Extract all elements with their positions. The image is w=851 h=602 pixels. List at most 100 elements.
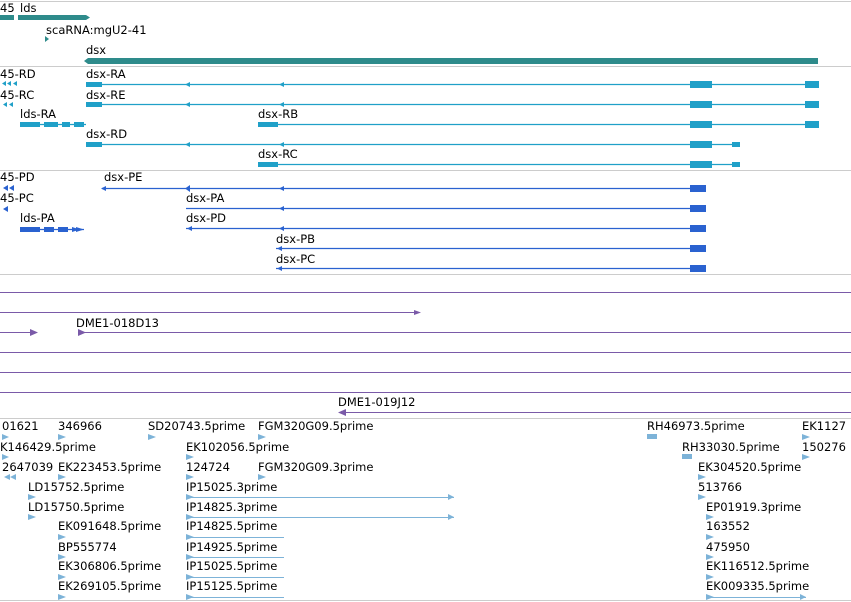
protein-exon[interactable] [690,265,706,272]
exon[interactable] [20,122,40,127]
protein-exon[interactable] [690,205,706,212]
est-label[interactable]: LD15752.5prime [28,480,124,494]
transcript-label[interactable]: 45-RD [0,67,36,81]
transcript-feature[interactable] [3,102,13,107]
exon[interactable] [74,122,84,127]
est-feature[interactable] [28,514,36,520]
est-feature[interactable] [148,434,156,440]
exon[interactable] [62,122,70,127]
gene-feature[interactable] [0,15,14,20]
est-label[interactable]: EK116512.5prime [706,559,809,573]
exon[interactable] [690,161,712,168]
gene-label[interactable]: dsx [86,43,106,57]
gene-feature[interactable] [88,58,818,64]
protein-feature[interactable] [3,185,14,191]
est-label[interactable]: IP15125.5prime [186,579,277,593]
protein-label[interactable]: dsx-PE [104,170,142,184]
est-feature[interactable] [706,534,714,540]
protein-label[interactable]: 45-PC [0,191,34,205]
est-label[interactable]: LD15750.5prime [28,500,124,514]
protein-label[interactable]: dsx-PC [276,252,315,266]
est-feature[interactable] [706,554,714,560]
est-label[interactable]: EK223453.5prime [58,460,161,474]
protein-exon[interactable] [690,225,706,232]
est-feature[interactable] [802,434,810,440]
est-label[interactable]: EK269105.5prime [58,579,161,593]
protein-label[interactable]: lds-PA [20,211,55,225]
gene-label[interactable]: lds [20,1,37,15]
protein-exon[interactable] [44,227,54,232]
exon[interactable] [258,122,278,127]
exon[interactable] [690,101,712,108]
transcript-label[interactable]: dsx-RB [258,107,298,121]
exon[interactable] [805,81,819,88]
exon[interactable] [86,142,102,147]
exon[interactable] [732,162,740,167]
est-feature[interactable] [2,434,9,440]
gene-feature[interactable] [45,36,49,42]
est-feature[interactable] [706,514,714,520]
exon[interactable] [44,122,58,127]
est-feature[interactable] [28,494,36,500]
est-feature[interactable] [682,454,692,459]
est-feature[interactable] [58,434,66,440]
est-feature[interactable] [58,474,66,480]
protein-label[interactable]: dsx-PD [186,211,226,225]
exon[interactable] [690,81,712,88]
est-label[interactable]: FGM320G09.3prime [258,460,373,474]
est-feature[interactable] [186,474,194,480]
exon[interactable] [86,102,102,107]
est-feature[interactable] [186,554,194,560]
protein-exon[interactable] [58,227,68,232]
est-label[interactable]: EK091648.5prime [58,519,161,533]
est-feature[interactable] [186,534,194,540]
est-label[interactable]: 346966 [58,419,102,433]
transcript-label[interactable]: dsx-RC [258,147,298,161]
protein-label[interactable]: 45-PD [0,170,35,184]
protein-label[interactable]: dsx-PB [276,232,315,246]
exon[interactable] [805,121,819,128]
est-label[interactable]: BP555774 [58,540,117,554]
est-feature[interactable] [706,574,714,580]
est-label[interactable]: IP15025.3prime [186,480,277,494]
est-feature[interactable] [58,554,66,560]
exon[interactable] [690,141,712,148]
est-label[interactable]: EK304520.5prime [698,460,801,474]
est-label[interactable]: 163552 [706,519,750,533]
clone-label[interactable]: DME1-018D13 [76,316,159,330]
est-label[interactable]: EK1127 [802,419,846,433]
est-label[interactable]: K146429.5prime [0,440,96,454]
est-label[interactable]: EP01919.3prime [706,500,801,514]
est-feature[interactable] [698,494,706,500]
est-label[interactable]: SD20743.5prime [148,419,245,433]
protein-exon[interactable] [20,227,40,232]
est-feature[interactable] [186,454,194,460]
transcript-label[interactable]: 45-RC [0,88,34,102]
clone-feature[interactable] [30,329,38,336]
est-label[interactable]: 513766 [698,480,742,494]
protein-label[interactable]: dsx-PA [186,191,224,205]
protein-feature[interactable] [3,206,8,212]
clone-label[interactable]: DME1-019J12 [338,395,416,409]
est-label[interactable]: FGM320G09.5prime [258,419,373,433]
protein-exon[interactable] [690,245,706,252]
protein-exon[interactable] [690,185,706,192]
exon[interactable] [86,82,102,87]
exon[interactable] [258,162,278,167]
est-feature[interactable] [4,474,16,480]
transcript-label[interactable]: dsx-RE [86,88,126,102]
transcript-label[interactable]: dsx-RA [86,67,126,81]
est-label[interactable]: 475950 [706,540,750,554]
est-label[interactable]: RH33030.5prime [682,440,780,454]
est-label[interactable]: RH46973.5prime [647,419,745,433]
est-feature[interactable] [2,454,9,460]
transcript-label[interactable]: lds-RA [20,107,56,121]
est-label[interactable]: 2647039 [2,460,53,474]
gene-label[interactable]: 45 [0,1,15,15]
est-feature[interactable] [258,434,266,440]
est-label[interactable]: 01621 [2,419,39,433]
est-feature[interactable] [698,474,706,480]
est-feature[interactable] [58,594,66,600]
exon[interactable] [805,101,819,108]
est-feature[interactable] [58,534,66,540]
